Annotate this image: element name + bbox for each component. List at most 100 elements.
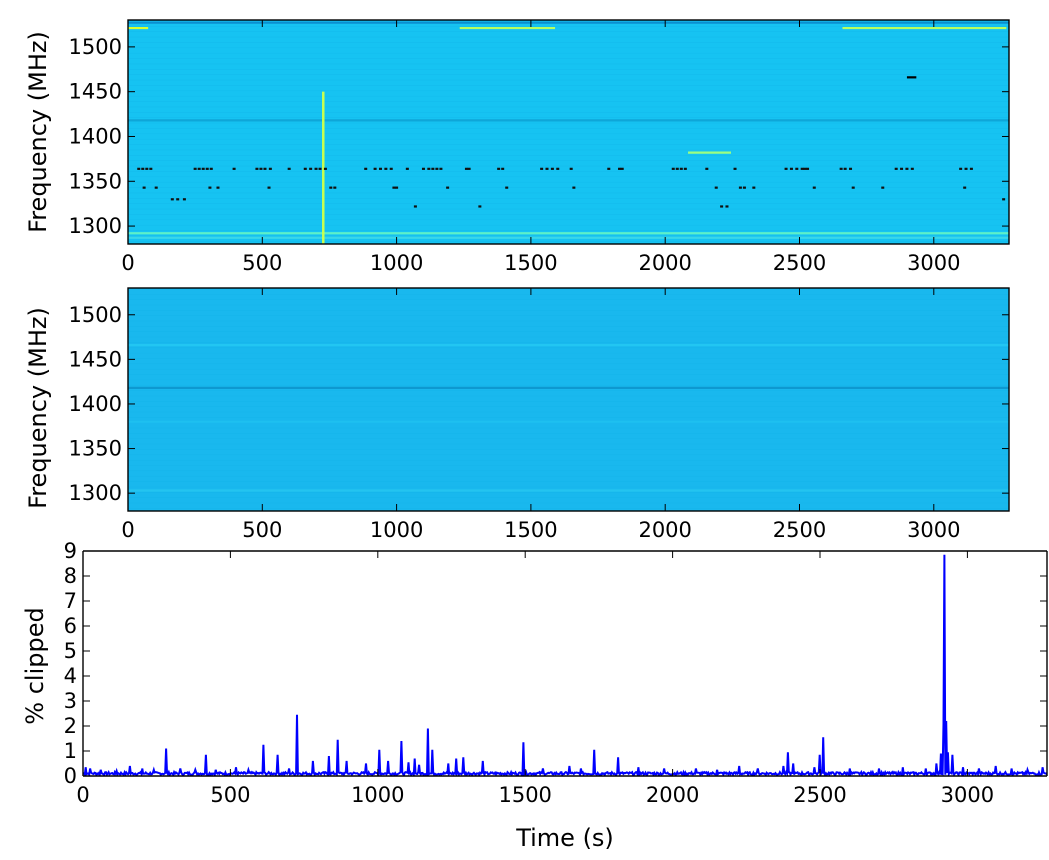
top-flag-point — [255, 168, 258, 170]
top-flag-point — [210, 168, 213, 170]
top-flag-point — [715, 187, 718, 189]
top-flag-point — [269, 168, 272, 170]
top-flag-point — [384, 168, 387, 170]
bot-ytick-label-1: 1 — [64, 739, 77, 763]
top-flag-point — [183, 198, 186, 200]
top-ytick-label-1350: 1350 — [69, 169, 122, 193]
bot-ytick-label-9: 9 — [64, 539, 77, 563]
bot-xtick-label-500: 500 — [210, 783, 250, 807]
top-flag-point — [379, 168, 382, 170]
mid-xtick-label-2000: 2000 — [638, 518, 691, 542]
mid-background — [128, 288, 1009, 511]
mid-xtick-label-3000: 3000 — [907, 518, 960, 542]
top-flag-point — [468, 168, 471, 170]
top-flag-point — [364, 168, 367, 170]
mid-ytick-label-1350: 1350 — [69, 437, 122, 461]
bot-ytick-label-4: 4 — [64, 664, 77, 688]
top-flag-point — [465, 168, 468, 170]
top-ylabel: Frequency (MHz) — [24, 31, 52, 233]
top-flag-point — [263, 168, 266, 170]
bot-ytick-label-7: 7 — [64, 589, 77, 613]
bot-ytick-label-5: 5 — [64, 639, 77, 663]
top-flag-point — [137, 168, 140, 170]
top-flag-point — [1002, 198, 1005, 200]
top-flag-point — [478, 205, 481, 207]
top-flag-point — [881, 187, 884, 189]
bot-xtick-label-3000: 3000 — [941, 783, 994, 807]
top-flag-point — [676, 168, 679, 170]
top-flag-point — [895, 168, 898, 170]
bot-xtick-label-1500: 1500 — [498, 783, 551, 807]
top-flag-point — [840, 168, 843, 170]
top-flag-point — [288, 168, 291, 170]
top-flag-point — [970, 168, 973, 170]
top-flag-point — [171, 198, 174, 200]
top-flag-point — [155, 187, 158, 189]
mid-xtick-label-2500: 2500 — [773, 518, 826, 542]
top-flag-point — [570, 168, 573, 170]
top-flag-point — [304, 168, 307, 170]
top-flag-point — [233, 168, 236, 170]
top-flag-point — [813, 187, 816, 189]
top-flag-point — [806, 168, 809, 170]
top-flag-point — [905, 168, 908, 170]
bot-series-line — [83, 555, 1047, 775]
top-flag-point — [540, 168, 543, 170]
top-flag-point — [705, 168, 708, 170]
top-flag-point — [414, 205, 417, 207]
bot-xtick-label-0: 0 — [76, 783, 89, 807]
top-xtick-label-1000: 1000 — [370, 251, 423, 275]
top-flag-point — [801, 168, 804, 170]
top-flag-point — [743, 187, 746, 189]
top-flag-point — [852, 187, 855, 189]
top-xtick-label-500: 500 — [242, 251, 282, 275]
top-flag-point — [392, 187, 395, 189]
top-flag-point — [422, 168, 425, 170]
top-flag-point — [607, 168, 610, 170]
top-flag-point — [329, 187, 332, 189]
bottom-xlabel: Time (s) — [515, 824, 614, 852]
top-flag-point — [324, 168, 327, 170]
top-flag-point — [176, 198, 179, 200]
mid-ytick-label-1400: 1400 — [69, 392, 122, 416]
top-flag-point — [795, 168, 798, 170]
top-flag-point — [497, 168, 500, 170]
top-flag-point — [435, 168, 438, 170]
bot-ytick-label-3: 3 — [64, 689, 77, 713]
top-xtick-label-3000: 3000 — [907, 251, 960, 275]
mid-xtick-label-1500: 1500 — [504, 518, 557, 542]
top-flag-point — [315, 168, 318, 170]
top-flag-point — [546, 168, 549, 170]
top-ytick-label-1400: 1400 — [69, 124, 122, 148]
top-flag-point — [734, 168, 737, 170]
top-flag-point — [505, 187, 508, 189]
top-flag-point — [390, 168, 393, 170]
top-flag-point — [149, 168, 152, 170]
top-flag-point — [621, 168, 624, 170]
top-ytick-label-1450: 1450 — [69, 80, 122, 104]
top-flag-point — [194, 168, 197, 170]
top-flag-point — [319, 168, 322, 170]
top-xtick-label-1500: 1500 — [504, 251, 557, 275]
top-xtick-label-0: 0 — [121, 251, 134, 275]
top-flag-point — [618, 168, 621, 170]
top-flag-point — [739, 187, 742, 189]
top-flag-point — [672, 168, 675, 170]
top-xtick-label-2500: 2500 — [773, 251, 826, 275]
top-flag-point — [959, 168, 962, 170]
top-flag-point — [395, 187, 398, 189]
top-flag-point — [141, 168, 144, 170]
top-flag-point — [844, 168, 847, 170]
bot-xtick-label-2500: 2500 — [793, 783, 846, 807]
top-flag-point — [333, 187, 336, 189]
top-flag-point — [803, 168, 806, 170]
top-flag-point — [501, 168, 504, 170]
top-flag-point — [374, 168, 377, 170]
top-flag-point — [145, 168, 148, 170]
top-flag-point — [216, 187, 219, 189]
bot-xtick-label-2000: 2000 — [646, 783, 699, 807]
